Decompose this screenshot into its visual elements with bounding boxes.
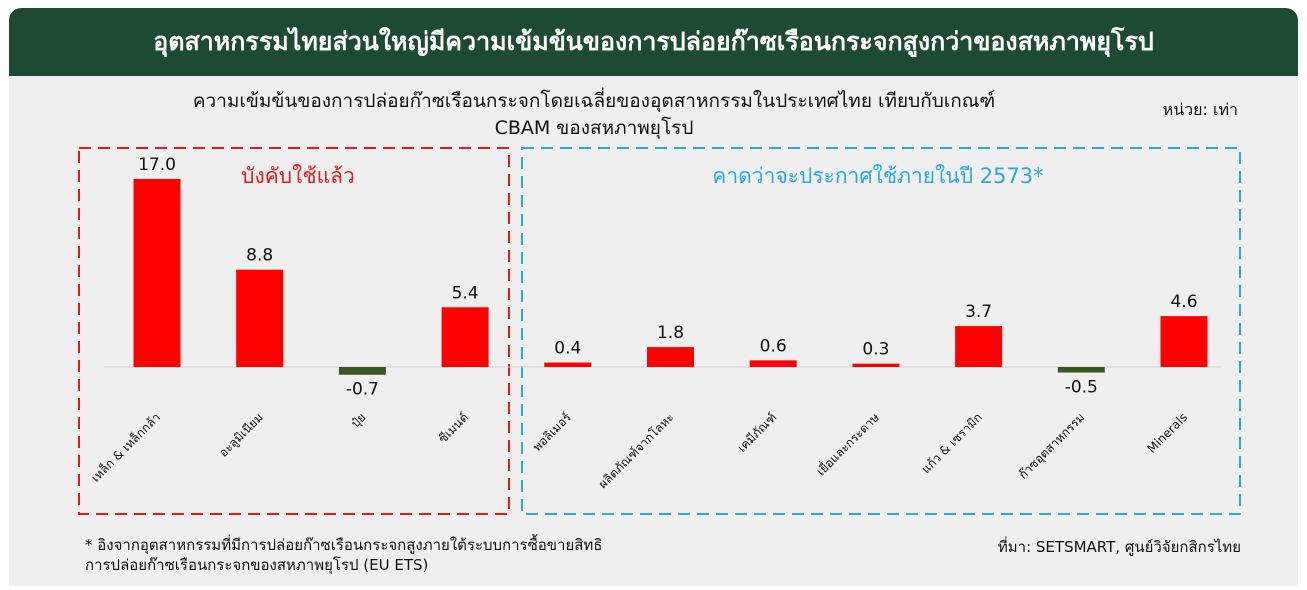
bar-value-label: 8.8 [246, 246, 273, 266]
enforced-group-box [78, 147, 510, 515]
unit-label: หน่วย: เท่า [1162, 100, 1238, 119]
category-tick-label: แก้ว & เซรามิก [919, 410, 985, 476]
bar-value-label: 1.8 [657, 323, 684, 343]
bar-value-label: -0.5 [1065, 378, 1098, 398]
bar [647, 347, 694, 367]
bar-value-label: 4.6 [1170, 292, 1197, 312]
bar [955, 326, 1003, 367]
expected-group-box [521, 147, 1241, 515]
category-tick-label: ผลิตภัณฑ์จากโลหะ [596, 410, 677, 491]
category-tick-label: เคมีภัณฑ์ [735, 410, 780, 455]
category-tick-label: พอลิเมอร์ [530, 410, 574, 454]
bar-value-label: 5.4 [452, 283, 479, 303]
bar [133, 179, 181, 367]
bar-value-label: 17.0 [138, 155, 176, 175]
bar [236, 269, 284, 367]
source-note: ที่มา: SETSMART, ศูนย์วิจัยกสิกรไทย [997, 538, 1241, 556]
bar [1160, 316, 1208, 367]
category-tick-label: เยื่อและกระดาษ [812, 409, 882, 479]
bar [1057, 367, 1105, 373]
bar [749, 360, 797, 367]
category-tick-label: Minerals [1144, 410, 1190, 456]
category-tick-label: ปุ๋ย [348, 410, 369, 431]
category-tick-label: ซีเมนต์ [436, 410, 471, 445]
bar-value-label: -0.7 [346, 380, 379, 400]
footnote-line1: * อิงจากอุตสาหกรรมที่มีการปล่อยก๊าซเรือน… [85, 536, 603, 554]
bar [544, 362, 592, 367]
chart-subtitle: ความเข้มข้นของการปล่อยก๊าซเรือนกระจกโดยเ… [69, 88, 1119, 142]
category-tick-label: ก๊าซอุตสาหกรรม [1016, 410, 1088, 482]
footnote-line2: การปล่อยก๊าซเรือนกระจกของสหภาพยุโรป (EU … [85, 556, 429, 574]
category-tick-label: อะลูมิเนียม [216, 410, 266, 460]
bar [852, 363, 900, 367]
bar-value-label: 0.4 [554, 339, 581, 359]
banner-title: อุตสาหกรรมไทยส่วนใหญ่มีความเข้มข้นของการ… [9, 8, 1298, 76]
enforced-group-label: บังคับใช้แล้ว [241, 164, 355, 188]
category-tick-label: เหล็ก & เหล็กกล้า [88, 410, 163, 485]
chart-panel: อุตสาหกรรมไทยส่วนใหญ่มีความเข้มข้นของการ… [9, 8, 1298, 586]
chart-subtitle-line2: CBAM ของสหภาพยุโรป [494, 117, 694, 139]
bar-value-label: 3.7 [965, 302, 992, 322]
chart-subtitle-line1: ความเข้มข้นของการปล่อยก๊าซเรือนกระจกโดยเ… [192, 90, 996, 112]
expected-group-label: คาดว่าจะประกาศใช้ภายในปี 2573* [712, 164, 1043, 188]
bar-chart: บังคับใช้แล้ว คาดว่าจะประกาศใช้ภายในปี 2… [78, 147, 1241, 515]
bar-value-label: 0.6 [760, 336, 787, 356]
footnote: * อิงจากอุตสาหกรรมที่มีการปล่อยก๊าซเรือน… [85, 535, 785, 575]
bar [441, 307, 489, 367]
bar [338, 367, 386, 375]
bar-value-label: 0.3 [862, 340, 889, 360]
